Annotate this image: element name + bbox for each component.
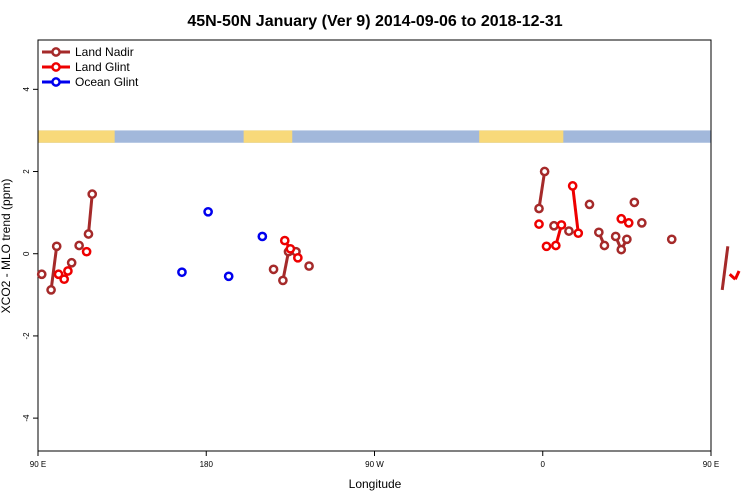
data-point (616, 213, 627, 224)
data-point (539, 166, 550, 177)
series-land-glint (53, 181, 741, 285)
data-point (556, 220, 567, 230)
data-point (74, 240, 84, 251)
data-point (567, 181, 578, 191)
data-point (83, 229, 94, 239)
plot-frame (37, 39, 712, 452)
data-point (564, 226, 574, 236)
data-point (36, 269, 47, 280)
data-point (550, 240, 561, 251)
data-point (278, 275, 288, 286)
data-point (629, 197, 640, 208)
data-point (279, 235, 290, 246)
data-point (285, 243, 296, 254)
y-axis-label: XCO2 - MLO trend (ppm) (0, 179, 13, 314)
series-line-segment (733, 270, 741, 280)
data-point (636, 218, 647, 228)
data-point (81, 246, 92, 257)
plot-area (36, 166, 741, 295)
background-strip (38, 130, 711, 143)
data-point (53, 269, 64, 280)
land-band (243, 130, 293, 143)
legend-marker (51, 62, 61, 72)
data-point (63, 266, 73, 276)
x-tick-label: 180 (200, 460, 214, 469)
legend-marker (51, 47, 61, 57)
data-point (666, 234, 677, 245)
data-point (66, 257, 77, 268)
data-point (534, 203, 544, 214)
data-point (257, 231, 268, 242)
x-axis-label: Longitude (349, 477, 402, 491)
series-land-nadir (36, 166, 730, 295)
data-point (203, 206, 213, 217)
legend-label: Ocean Glint (75, 75, 139, 89)
series-line-segment (537, 171, 547, 209)
land-band (38, 130, 115, 143)
x-tick-label: 0 (541, 460, 546, 469)
land-band (479, 130, 564, 143)
series-line-segment (49, 246, 59, 291)
data-point (51, 241, 62, 252)
x-tick-label: 90 E (703, 460, 719, 469)
data-point (593, 227, 604, 238)
data-point (622, 234, 632, 245)
y-tick-label: -4 (22, 414, 31, 422)
y-tick-label: 2 (22, 169, 31, 174)
series-line-segment (571, 185, 580, 234)
x-tick-label: 90 W (365, 460, 384, 469)
ocean-band (38, 130, 711, 143)
data-point (87, 189, 98, 199)
legend-label: Land Nadir (75, 45, 134, 59)
data-point (623, 218, 634, 228)
series-line-segment (281, 251, 290, 281)
x-axis: 90 E 180 90 W 0 90 E (30, 451, 719, 469)
data-point (599, 240, 610, 251)
chart-title: 45N-50N January (Ver 9) 2014-09-06 to 20… (187, 13, 562, 30)
legend-label: Land Glint (75, 60, 130, 74)
data-point (223, 271, 234, 282)
series-line-segment (720, 246, 730, 291)
data-point (177, 267, 187, 278)
data-point (616, 244, 627, 255)
data-point (584, 199, 595, 210)
data-point (610, 231, 621, 242)
x-tick-label: 90 E (30, 460, 46, 469)
data-point (549, 220, 559, 231)
y-tick-label: -2 (22, 332, 31, 340)
y-tick-label: 0 (22, 251, 31, 256)
data-point (573, 228, 584, 239)
data-point (541, 241, 552, 252)
legend-marker (51, 77, 61, 87)
data-point (293, 252, 303, 263)
data-point (304, 261, 314, 271)
data-point (46, 285, 56, 295)
y-tick-label: 4 (22, 87, 31, 92)
y-axis: 4 2 0 -2 -4 (22, 87, 38, 422)
series-ocean-glint (177, 206, 268, 282)
data-point (59, 274, 70, 285)
data-point (268, 264, 279, 275)
data-point (534, 219, 544, 229)
series-line-segment (86, 193, 94, 235)
